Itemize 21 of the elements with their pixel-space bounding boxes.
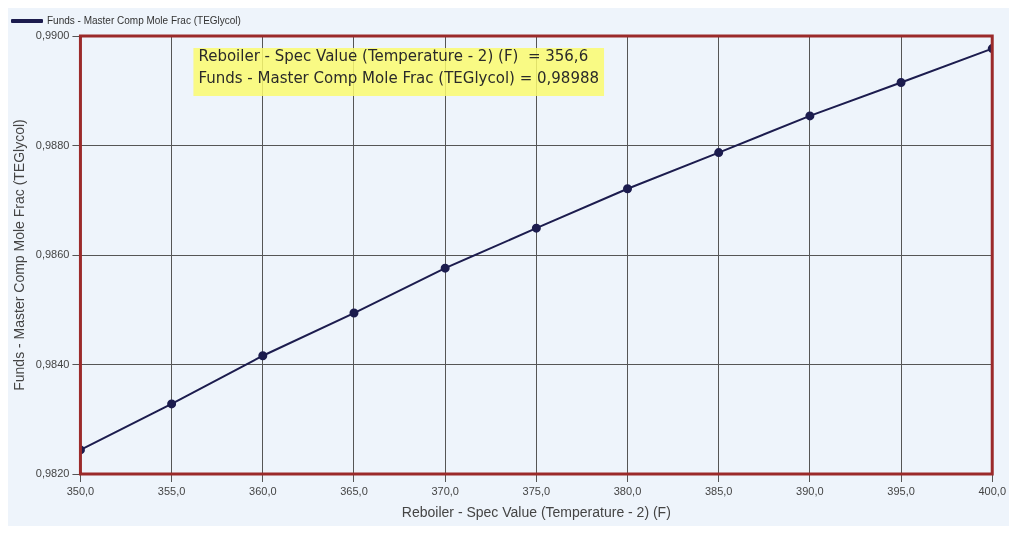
x-tick-label: 370,0 xyxy=(431,484,459,497)
legend-label: Funds - Master Comp Mole Frac (TEGlycol) xyxy=(47,14,241,26)
y-tick-label: 0,9820 xyxy=(35,467,70,480)
x-tick-label: 375,0 xyxy=(522,484,551,497)
annotation: Funds - Master Comp Mole Frac (TEGlycol) = 0,98988 xyxy=(198,69,600,88)
x-tick-label: 395,0 xyxy=(887,484,915,497)
x-tick-label: 360,0 xyxy=(249,484,277,497)
x-tick-label: 390,0 xyxy=(796,484,824,497)
y-tick-label: 0,9900 xyxy=(35,29,70,42)
annotation: Reboiler - Spec Value (Temperature - 2) (F) = 356,6 xyxy=(198,47,589,66)
x-tick-label: 400,0 xyxy=(978,484,1006,497)
y-tick-label: 0,9860 xyxy=(35,248,70,261)
x-tick-label: 365,0 xyxy=(340,484,368,497)
x-tick-label: 385,0 xyxy=(704,484,733,497)
x-tick-label: 350,0 xyxy=(66,484,95,497)
y-axis-title: Funds - Master Comp Mole Frac (TEGlycol) xyxy=(11,119,28,391)
y-tick-label: 0,9880 xyxy=(35,138,70,151)
x-tick-label: 380,0 xyxy=(613,484,642,497)
y-tick-label: 0,9840 xyxy=(35,357,70,370)
x-tick-label: 355,0 xyxy=(157,484,186,497)
x-axis-title: Reboiler - Spec Value (Temperature - 2) (F) xyxy=(401,504,671,521)
